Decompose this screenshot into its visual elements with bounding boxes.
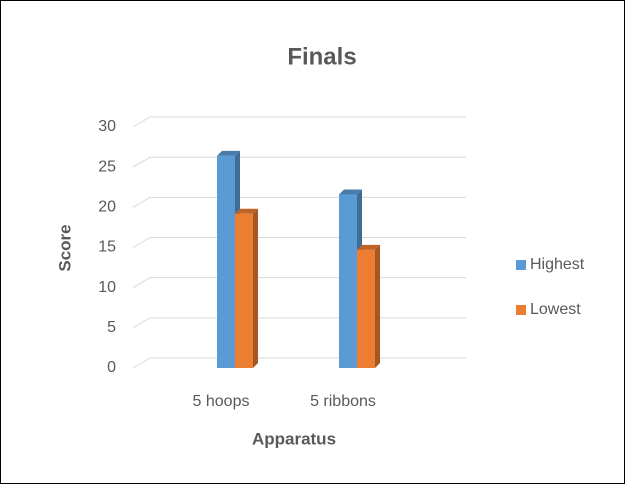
x-tick-label: 5 ribbons	[310, 393, 376, 410]
bar-top	[339, 189, 362, 195]
bar	[235, 213, 253, 368]
legend-swatch	[516, 305, 526, 315]
bar	[339, 194, 357, 368]
bar	[217, 155, 235, 368]
y-tick-label: 5	[107, 319, 116, 336]
x-tick-label: 5 hoops	[193, 393, 250, 410]
grid-line	[132, 116, 466, 128]
bar	[357, 249, 375, 368]
bar-side	[253, 208, 258, 368]
y-tick-label: 0	[107, 359, 116, 376]
y-tick-label: 30	[98, 118, 116, 135]
bar-top	[357, 244, 380, 250]
bar-side	[375, 244, 380, 368]
bar-top	[235, 208, 258, 214]
chart-title: Finals	[287, 43, 356, 70]
grid-line	[132, 156, 466, 168]
legend-swatch	[516, 260, 526, 270]
legend-label: Highest	[530, 256, 585, 273]
y-tick-label: 15	[98, 239, 116, 256]
y-tick-label: 25	[98, 158, 116, 175]
bar-top	[217, 150, 240, 156]
y-tick-label: 10	[98, 279, 116, 296]
y-axis-label: Score	[55, 224, 74, 271]
y-tick-label: 20	[98, 199, 116, 216]
legend-label: Lowest	[530, 301, 581, 318]
x-axis-label: Apparatus	[252, 429, 336, 448]
